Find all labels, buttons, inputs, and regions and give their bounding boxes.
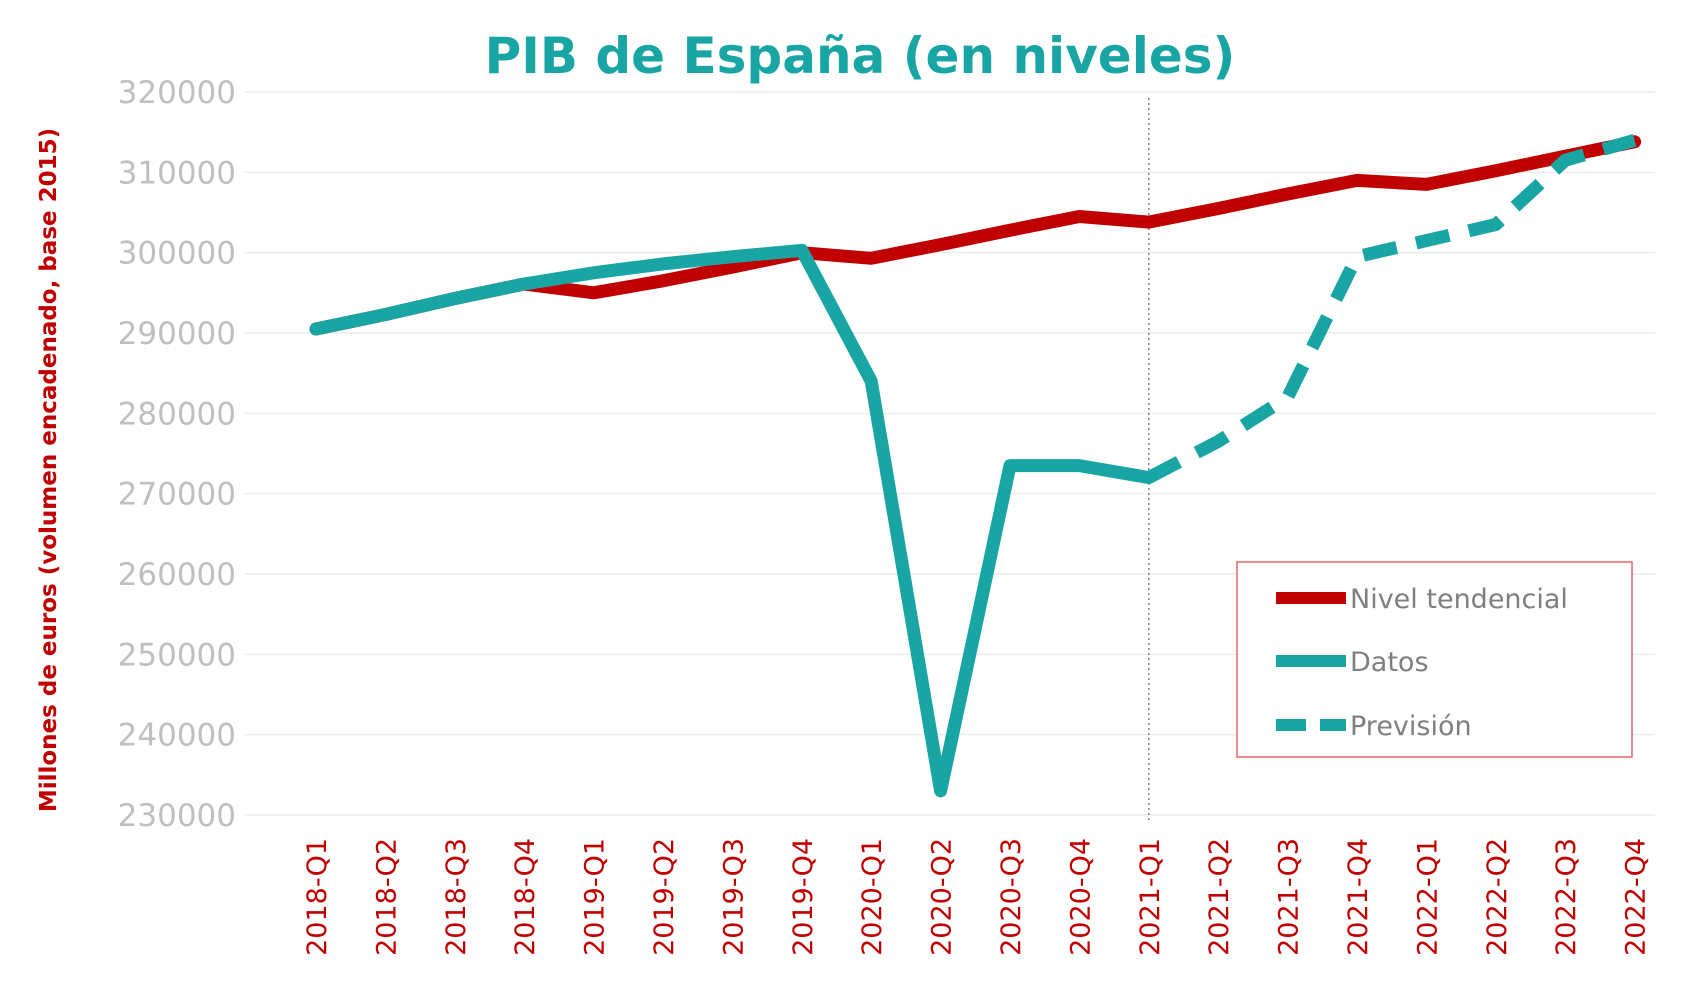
x-tick-label: 2022-Q4 [1621, 838, 1652, 956]
x-tick-label: 2020-Q2 [927, 838, 958, 956]
y-tick-label: 270000 [118, 477, 236, 513]
series-line-previsión [1145, 133, 1637, 484]
x-tick-label: 2019-Q1 [580, 838, 611, 956]
y-tick-label: 280000 [118, 396, 236, 432]
x-tick-label: 2018-Q2 [371, 838, 402, 956]
x-tick-label: 2022-Q3 [1551, 838, 1582, 956]
x-tick-label: 2021-Q1 [1135, 838, 1166, 956]
legend-label: Previsión [1350, 711, 1472, 742]
y-tick-label: 310000 [118, 155, 236, 191]
y-tick-label: 250000 [118, 637, 236, 673]
x-tick-label: 2018-Q4 [510, 838, 541, 956]
y-tick-label: 260000 [118, 557, 236, 593]
legend: Nivel tendencial Datos Previsión [1236, 561, 1633, 758]
y-axis-label: Millones de euros (volumen encadenado, b… [36, 128, 62, 812]
x-tick-label: 2021-Q4 [1343, 838, 1374, 956]
x-tick-label: 2019-Q4 [788, 838, 819, 956]
x-tick-label: 2020-Q1 [857, 838, 888, 956]
x-tick-label: 2022-Q2 [1482, 838, 1513, 956]
x-tick-label: 2021-Q2 [1204, 838, 1235, 956]
x-tick-label: 2020-Q3 [996, 838, 1027, 956]
x-tick-label: 2019-Q2 [649, 838, 680, 956]
chart-title: PIB de España (en niveles) [485, 27, 1236, 85]
x-tick-label: 2021-Q3 [1274, 838, 1305, 956]
x-tick-label: 2019-Q3 [718, 838, 749, 956]
x-tick-label: 2022-Q1 [1412, 838, 1443, 956]
legend-label: Datos [1350, 647, 1429, 678]
grid [245, 91, 1655, 816]
legend-label: Nivel tendencial [1350, 584, 1568, 615]
y-axis-ticks: 230000 240000 250000 260000 270000 280000 2900… [118, 75, 236, 834]
x-tick-label: 2018-Q1 [302, 838, 333, 956]
y-tick-label: 230000 [118, 798, 236, 834]
series [309, 133, 1642, 798]
x-tick-label: 2020-Q4 [1065, 838, 1096, 956]
y-tick-label: 300000 [118, 236, 236, 272]
y-tick-label: 240000 [118, 718, 236, 754]
series-line-datos [309, 243, 1156, 798]
x-axis-ticks: 2018-Q1 2018-Q2 2018-Q3 2018-Q4 2019-Q1 2019-… [302, 838, 1652, 956]
y-tick-label: 320000 [118, 75, 236, 111]
y-tick-label: 290000 [118, 316, 236, 352]
x-tick-label: 2018-Q3 [441, 838, 472, 956]
